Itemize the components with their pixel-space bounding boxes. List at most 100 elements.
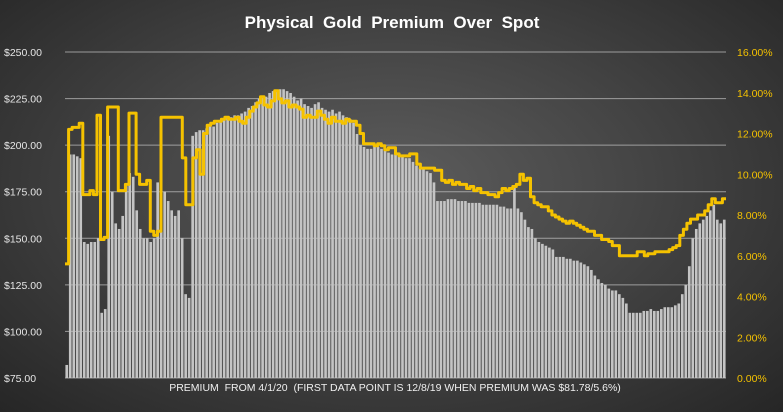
bar [415, 165, 418, 378]
bar [82, 242, 86, 378]
bar [572, 260, 576, 378]
right-tick-label: 2.00% [737, 332, 767, 344]
bar [404, 158, 408, 378]
bar [638, 312, 642, 378]
bar [89, 242, 93, 378]
right-tick-label: 0.00% [737, 373, 767, 385]
bar [593, 275, 597, 378]
bar [642, 310, 646, 378]
bar [380, 148, 383, 378]
bar [649, 309, 653, 378]
bar [152, 238, 156, 378]
bar [583, 264, 586, 378]
bar [236, 115, 240, 378]
bar [345, 117, 348, 378]
bar [103, 309, 107, 378]
bar [429, 173, 432, 378]
bar [446, 199, 450, 378]
bar [313, 104, 317, 378]
bar [499, 206, 502, 378]
bar [604, 284, 607, 378]
bar [173, 215, 177, 378]
bar [289, 92, 292, 379]
bar [394, 154, 397, 378]
bar [194, 132, 198, 378]
bar [282, 89, 285, 378]
left-tick-label: $225.00 [4, 94, 42, 106]
bar [348, 119, 352, 378]
bar [597, 279, 600, 378]
bar [317, 102, 320, 378]
bar [534, 238, 537, 378]
bar [359, 145, 362, 378]
bar [212, 126, 215, 378]
bar [373, 147, 376, 378]
bar [362, 147, 366, 378]
bar [275, 91, 278, 379]
bar [673, 305, 677, 378]
bar [166, 201, 170, 378]
bar [170, 210, 173, 378]
bar [670, 307, 674, 378]
bar [331, 109, 334, 379]
bar [163, 191, 167, 378]
bar [198, 130, 201, 378]
bar [180, 238, 184, 378]
x-axis-label: PREMIUM FROM 4/1/20 (FIRST DATA POINT IS… [169, 382, 621, 394]
bar [107, 135, 111, 378]
bar [72, 154, 76, 378]
bar [663, 307, 667, 378]
left-tick-label: $150.00 [4, 233, 42, 245]
bar [159, 173, 163, 378]
bar [555, 256, 558, 378]
bar [408, 158, 411, 378]
bar [432, 182, 436, 378]
bar [443, 201, 446, 378]
left-tick-label: $100.00 [4, 326, 42, 338]
bar [677, 303, 681, 378]
left-tick-label: $75.00 [4, 373, 36, 385]
right-tick-label: 16.00% [737, 47, 773, 59]
bar [488, 204, 492, 378]
line-series [65, 89, 726, 266]
bar-series [65, 89, 726, 379]
bar [320, 107, 324, 378]
right-tick-label: 12.00% [737, 129, 773, 141]
bar [306, 106, 310, 378]
bar [229, 117, 233, 378]
bar [631, 312, 635, 378]
bar [436, 201, 439, 378]
bar [383, 150, 387, 378]
bar [233, 115, 236, 378]
bar [694, 228, 698, 378]
bar [387, 152, 390, 378]
bar [481, 204, 485, 378]
bar [271, 91, 275, 379]
bar [177, 210, 180, 378]
bar [240, 113, 243, 378]
bar [215, 122, 219, 378]
bar [366, 148, 369, 378]
bar [576, 260, 579, 378]
bar [467, 202, 471, 378]
bar [208, 126, 212, 378]
left-tick-label: $125.00 [4, 280, 42, 292]
bar [687, 266, 691, 378]
bar [268, 92, 271, 379]
bar [541, 243, 544, 378]
bar [548, 247, 551, 378]
bar [701, 219, 705, 378]
bar [341, 115, 345, 378]
bar [261, 96, 264, 379]
bar [124, 186, 128, 378]
bar [135, 210, 139, 378]
bar [495, 204, 499, 378]
bar [79, 158, 83, 378]
bar [621, 297, 625, 378]
bar [422, 167, 425, 378]
bar [652, 310, 656, 378]
left-tick-label: $200.00 [4, 140, 42, 152]
bar [145, 238, 149, 378]
bar [184, 294, 187, 378]
